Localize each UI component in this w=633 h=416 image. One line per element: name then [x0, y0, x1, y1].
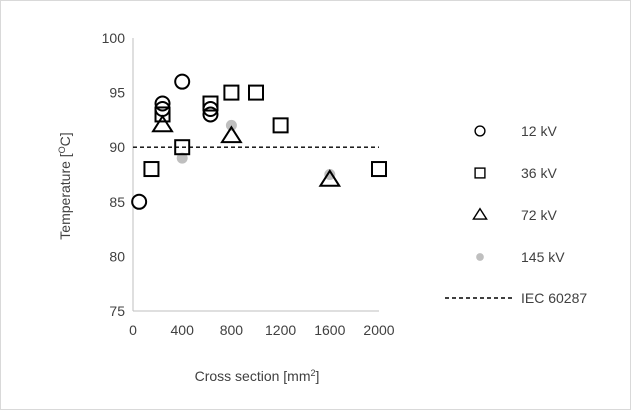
legend-marker-72-kv	[472, 207, 488, 220]
data-point-72-kv	[151, 114, 174, 133]
x-tick-label: 800	[220, 322, 244, 338]
legend-label-12-kv: 12 kV	[521, 123, 557, 139]
legend-label-iec-60287: IEC 60287	[521, 290, 587, 306]
x-axis-title: Cross section [mm2]	[195, 368, 320, 384]
legend-label-72-kv: 72 kV	[521, 207, 557, 223]
y-tick-labels: 75 80 85 90 95 100	[102, 30, 126, 319]
data-point-36-kv	[272, 117, 289, 134]
y-tick-label: 95	[109, 85, 125, 101]
data-point-72-kv	[318, 169, 342, 187]
data-point-36-kv	[371, 161, 387, 178]
y-axis-title-end: C]	[57, 132, 73, 146]
y-tick-label: 85	[109, 194, 125, 210]
x-axis-title-sup: 2	[311, 368, 316, 378]
data-points	[131, 73, 387, 210]
legend: 12 kV 36 kV 72 kV 145 kV IEC 60287	[445, 123, 587, 306]
x-tick-label: 1600	[314, 322, 345, 338]
data-point-36-kv	[248, 84, 264, 101]
x-tick-label: 0	[129, 322, 137, 338]
x-tick-label: 400	[171, 322, 195, 338]
y-tick-label: 80	[109, 248, 125, 264]
x-tick-labels: 0 400 800 1200 1600 2000	[129, 322, 395, 338]
legend-label-36-kv: 36 kV	[521, 165, 557, 181]
data-point-36-kv	[174, 139, 191, 156]
legend-marker-12-kv	[474, 125, 486, 137]
data-point-145-kv	[225, 119, 237, 131]
data-point-145-kv	[324, 169, 336, 180]
data-point-12-kv	[154, 100, 171, 117]
x-axis-title-end: ]	[316, 368, 320, 384]
data-point-12-kv	[131, 193, 148, 210]
y-tick-label: 90	[109, 139, 125, 155]
data-point-36-kv	[154, 106, 171, 123]
data-point-145-kv	[176, 152, 188, 164]
y-axis-title-main: Temperature [	[57, 153, 73, 239]
x-tick-label: 2000	[363, 322, 394, 338]
legend-marker-145-kv	[476, 253, 484, 261]
data-point-12-kv	[202, 106, 219, 123]
data-point-12-kv	[174, 73, 191, 90]
x-axis-title-main: Cross section [mm	[195, 368, 311, 384]
y-axis-title-sup: O	[57, 146, 67, 153]
data-point-12-kv	[202, 100, 219, 117]
y-tick-label: 75	[109, 303, 125, 319]
y-axis-title: Temperature [OC]	[57, 132, 73, 239]
axes	[132, 38, 379, 312]
data-point-72-kv	[220, 125, 243, 144]
data-point-36-kv	[143, 161, 160, 178]
data-point-36-kv	[202, 95, 219, 112]
legend-marker-36-kv	[474, 167, 486, 179]
legend-label-145-kv: 145 kV	[521, 249, 565, 265]
data-point-36-kv	[223, 84, 240, 101]
data-point-12-kv	[154, 95, 171, 112]
x-tick-label: 1200	[265, 322, 296, 338]
y-tick-label: 100	[102, 30, 126, 46]
